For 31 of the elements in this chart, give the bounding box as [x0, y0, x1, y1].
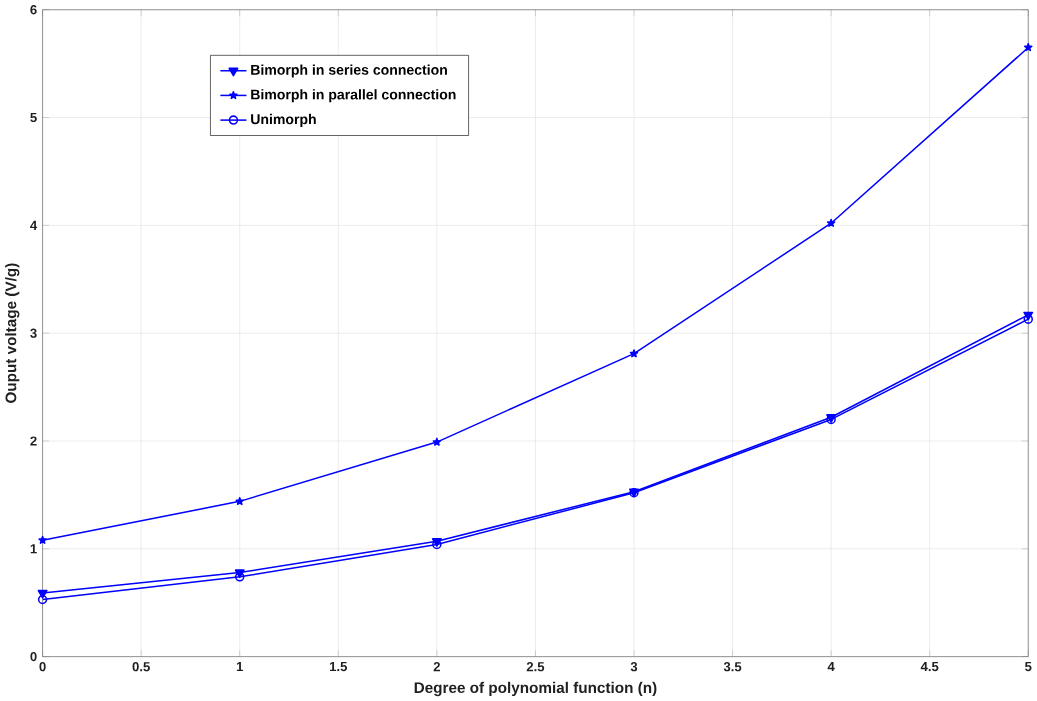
x-tick-label: 4 — [827, 661, 835, 671]
x-axis-title: Degree of polynomial function (n) — [414, 681, 657, 697]
x-tick-label: 4.5 — [920, 661, 939, 672]
point — [37, 589, 48, 599]
y-tick-label: 1 — [30, 544, 37, 554]
y-tick-label: 5 — [30, 112, 37, 123]
point — [38, 535, 47, 544]
x-tick-label: 2 — [433, 661, 440, 672]
y-tick-label: 2 — [30, 436, 37, 446]
y-tick-label: 3 — [30, 328, 37, 338]
point — [629, 349, 639, 358]
x-tick-label: 1 — [236, 661, 244, 671]
x-tick-label: 3 — [630, 661, 638, 672]
y-tick-label: 4 — [30, 220, 38, 230]
x-tick-label: 2.5 — [526, 661, 545, 672]
point — [37, 594, 48, 605]
y-tick-label: 6 — [30, 4, 37, 15]
legend-label: Unimorph — [251, 113, 316, 127]
point — [432, 437, 442, 446]
x-tick-label: 0.5 — [132, 661, 150, 672]
legend-label: Bimorph in parallel connection — [251, 89, 456, 103]
point — [826, 218, 836, 227]
legend-label: Bimorph in series connection — [251, 64, 447, 78]
x-tick-label: 3.5 — [723, 661, 742, 672]
x-tick-label: 0 — [39, 661, 46, 672]
y-tick-label: 0 — [30, 651, 37, 662]
x-tick-label: 5 — [1025, 661, 1032, 672]
x-tick-label: 1.5 — [330, 661, 348, 672]
point — [1024, 42, 1033, 52]
point — [235, 496, 244, 505]
y-axis-title: Ouput voltage (V/g) — [5, 263, 20, 403]
